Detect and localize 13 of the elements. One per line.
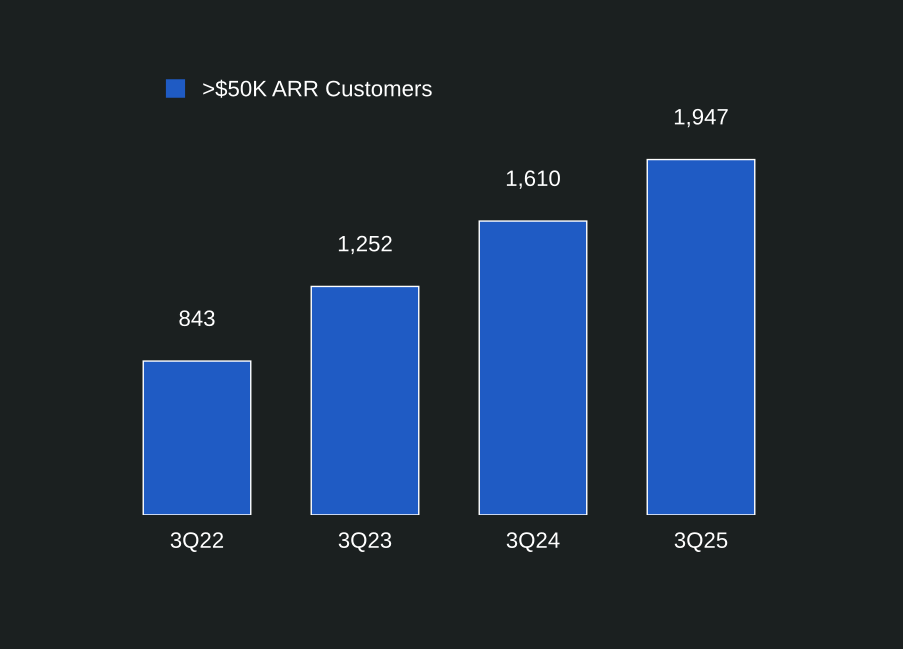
data-label: 1,252 [338,236,392,254]
bar [310,286,420,515]
x-tick-label: 3Q24 [506,532,560,552]
x-tick-label: 3Q22 [170,532,224,552]
bar [646,158,756,515]
data-label: 1,947 [674,108,728,128]
legend-label: >$50K ARR Customers [203,80,432,98]
x-tick-label: 3Q23 [338,532,392,552]
bar [142,360,252,515]
x-tick-label: 3Q25 [674,532,728,552]
bar [478,220,588,515]
data-label: 843 [179,310,215,326]
data-label: 1,610 [506,170,560,189]
